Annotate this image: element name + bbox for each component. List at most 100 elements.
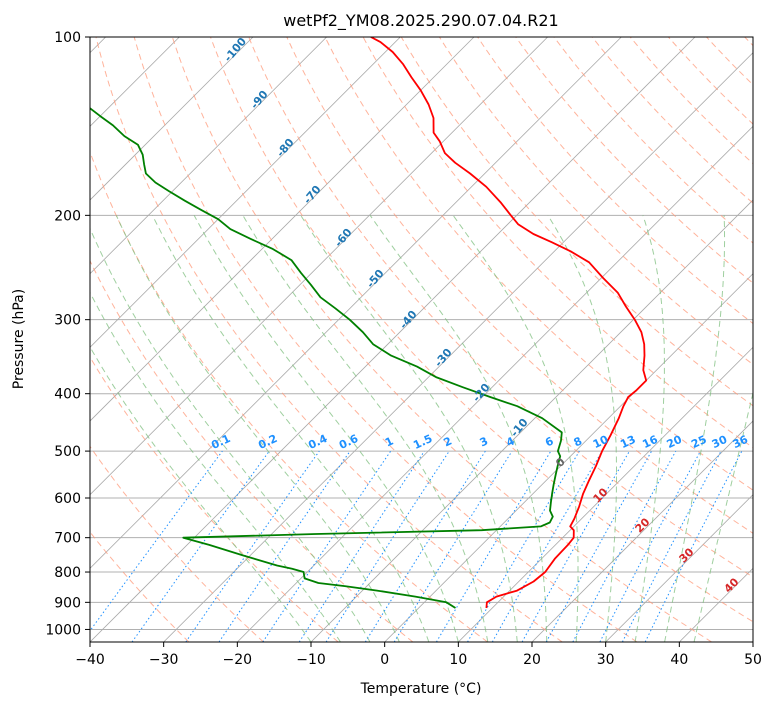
x-tick-label: 10 — [449, 652, 467, 668]
moist-adiabat-line — [242, 215, 489, 642]
mixing-ratio-label: 20 — [665, 433, 685, 451]
mixing-ratio-label: 30 — [710, 433, 730, 451]
y-tick-label: 900 — [54, 595, 81, 611]
mixing-ratio-label: 1.5 — [411, 432, 434, 452]
moist-adiabat-line — [90, 291, 341, 642]
moist-adiabat-line — [115, 215, 400, 642]
moist-adiabat-line — [369, 215, 548, 642]
moist-adiabat-line — [152, 215, 430, 642]
moist-adiabat-line — [90, 227, 371, 642]
moist-adiabat-line — [193, 215, 459, 642]
isotherm-line — [458, 346, 753, 642]
isotherm-line — [679, 567, 753, 642]
x-axis-label: Temperature (°C) — [360, 681, 482, 697]
dry-adiabat-line — [706, 37, 753, 86]
isotherm-line — [752, 641, 753, 642]
mixing-ratio-line — [364, 450, 486, 642]
dry-adiabat-line — [95, 37, 563, 642]
dry-adiabat-line — [629, 37, 753, 165]
y-axis: 100 200 300 400 500 600 700 800 900 1000 — [45, 30, 90, 638]
mixing-ratio-label: 13 — [618, 433, 637, 451]
dry-adiabat-label: -90 — [248, 88, 271, 112]
mixing-ratio-line — [491, 450, 603, 642]
mixing-ratio-line — [435, 450, 552, 642]
moist-adiabat-label: 40 — [722, 575, 742, 595]
moist-adiabat-line — [664, 215, 726, 642]
dry-adiabat-line — [324, 37, 753, 491]
x-tick-label: 20 — [523, 652, 541, 668]
dry-adiabat-line — [477, 37, 753, 325]
mixing-ratio-label: 0.2 — [256, 432, 279, 452]
isotherm-line — [90, 37, 622, 569]
mixing-ratio-label: 25 — [689, 433, 708, 451]
temperature-profile-line — [370, 37, 648, 609]
dry-adiabat-line — [133, 37, 638, 642]
x-tick-label: −10 — [296, 652, 326, 668]
mixing-ratio-line — [325, 450, 450, 642]
dry-adiabat-line — [591, 37, 753, 204]
dry-adiabat-label: -30 — [432, 346, 455, 370]
dry-adiabat-line — [210, 37, 753, 623]
mixing-ratio-label: 0.1 — [209, 432, 232, 452]
dry-adiabat-label: -100 — [221, 35, 249, 65]
y-tick-label: 100 — [54, 30, 81, 46]
dry-adiabat-line — [171, 37, 712, 642]
dry-adiabat-label: -70 — [301, 183, 324, 207]
mixing-ratio-line — [218, 450, 351, 642]
mixing-ratio-line — [185, 450, 320, 642]
dry-adiabat-label: -20 — [470, 381, 493, 405]
mixing-ratio-label: 3 — [478, 434, 490, 449]
moist-adiabat-line — [634, 215, 665, 642]
dry-adiabat-line — [90, 531, 190, 642]
y-tick-label: 300 — [54, 313, 81, 329]
x-tick-label: 40 — [670, 652, 688, 668]
moist-adiabat-line — [452, 215, 579, 642]
x-axis: −40 −30 −20 −10 0 10 20 30 40 50 — [75, 642, 762, 668]
x-tick-label: −20 — [223, 652, 253, 668]
mixing-ratio-label: 16 — [640, 433, 660, 451]
plot-frame — [89, 36, 754, 643]
mixing-ratio-label: 6 — [543, 434, 556, 449]
dry-adiabat-label: -60 — [332, 226, 355, 250]
y-tick-label: 1000 — [45, 622, 81, 638]
moist-adiabat-label: 10 — [591, 485, 611, 505]
mixing-ratio-label: 8 — [572, 434, 584, 449]
mixing-ratio-line — [131, 450, 270, 642]
mixing-ratio-line — [467, 450, 580, 642]
moist-adiabat-line — [90, 345, 312, 642]
chart-title: wetPf2_YM08.2025.290.07.04.R21 — [283, 11, 558, 31]
isotherm-line — [605, 494, 753, 642]
y-axis-label: Pressure (hPa) — [11, 289, 27, 389]
moist-adiabat-label: 30 — [677, 545, 697, 565]
dry-adiabat-line — [248, 37, 753, 578]
mixing-ratio-label: 1 — [383, 434, 395, 449]
isotherm-line — [90, 37, 401, 348]
mixing-ratio-line — [262, 450, 392, 642]
dry-adiabat-line — [362, 37, 753, 449]
dry-adiabat-label: -40 — [397, 308, 420, 332]
moist-adiabat-label: 20 — [633, 515, 653, 535]
isotherm-line — [237, 125, 753, 642]
y-tick-label: 700 — [54, 531, 81, 547]
mixing-ratio-line — [545, 450, 653, 642]
moist-adiabat-line — [300, 215, 518, 642]
isotherm-line — [90, 37, 254, 201]
y-tick-label: 600 — [54, 491, 81, 507]
mixing-ratio-line — [298, 450, 425, 642]
dry-adiabat-line — [90, 356, 339, 642]
moist-adiabat-line — [547, 215, 617, 642]
mixing-ratio-label: 36 — [731, 433, 751, 451]
dry-adiabat-line — [90, 445, 264, 642]
dewpoint-profile-line — [90, 107, 563, 609]
plot-area — [90, 37, 753, 642]
dry-adiabat-line — [744, 37, 753, 47]
isotherm-line — [90, 37, 475, 422]
y-tick-label: 800 — [54, 565, 81, 581]
isotherm-line — [163, 52, 753, 642]
dry-adiabat-line — [515, 37, 753, 284]
isotherm-line — [90, 37, 327, 275]
x-tick-label: −40 — [75, 652, 105, 668]
isotherm-line — [531, 420, 753, 642]
